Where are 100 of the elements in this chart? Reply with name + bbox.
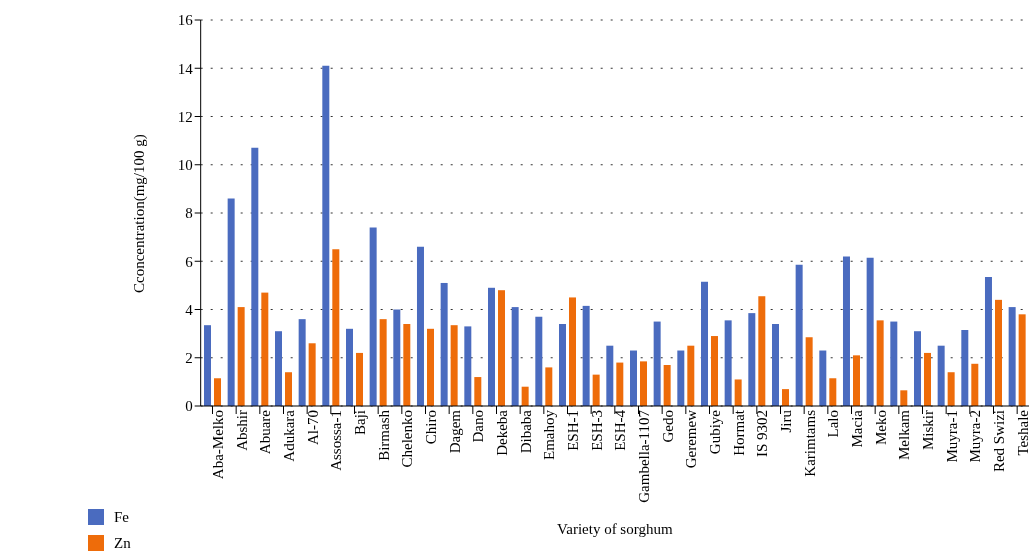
bar	[237, 307, 245, 406]
bar	[923, 352, 931, 406]
y-tick-label: 12	[177, 108, 193, 125]
x-tick-label: Chiro	[423, 410, 440, 445]
bar	[876, 320, 884, 406]
x-tick-label: ESH-4	[612, 409, 629, 451]
x-tick-label: ESH-1	[565, 410, 582, 451]
bar	[961, 330, 969, 406]
bar	[487, 287, 495, 406]
bar	[582, 305, 590, 406]
x-tick-label: Hormat	[730, 409, 747, 456]
bar	[1018, 314, 1026, 406]
y-tick-label: 4	[185, 301, 194, 318]
bar	[913, 331, 921, 406]
bar	[393, 309, 401, 406]
x-tick-label: Birmash	[375, 409, 392, 461]
bar	[663, 364, 671, 406]
bar	[677, 350, 685, 406]
bar	[403, 323, 411, 406]
bar	[213, 378, 221, 406]
x-tick-label: Karimtams	[801, 409, 818, 477]
bar	[261, 292, 269, 406]
bar	[345, 328, 353, 406]
x-tick-label: IS 9302	[754, 410, 771, 458]
bar	[251, 147, 259, 406]
bar	[474, 377, 482, 406]
bar	[274, 331, 282, 406]
bar	[900, 390, 908, 406]
bar	[298, 319, 306, 406]
x-tick-label: Miskir	[920, 410, 937, 451]
bar	[724, 320, 732, 406]
bar	[795, 264, 803, 406]
bar	[440, 282, 448, 406]
bar	[710, 336, 718, 406]
bar	[639, 361, 647, 406]
bar	[369, 227, 377, 406]
bar	[734, 379, 742, 406]
bar	[379, 319, 387, 406]
x-tick-label: Gambella-1107	[636, 409, 653, 503]
bar	[545, 367, 553, 406]
bar	[558, 323, 566, 406]
x-tick-label: Gubiye	[707, 409, 724, 455]
x-tick-label: Assossa-1	[328, 410, 345, 471]
bar	[1008, 307, 1016, 406]
bar	[592, 374, 600, 406]
x-tick-label: Al-70	[304, 410, 321, 445]
bar	[416, 246, 424, 406]
bar	[497, 290, 505, 406]
x-tick-label: Dagem	[446, 409, 463, 454]
bar	[971, 363, 979, 406]
bar	[937, 345, 945, 406]
bar	[771, 323, 779, 406]
bar	[322, 65, 330, 406]
x-tick-label: Muyra-2	[967, 410, 984, 463]
x-tick-label: Red Swizi	[991, 410, 1008, 473]
x-axis-title: Variety of sorghum	[557, 521, 673, 537]
x-tick-label: Chelenko	[399, 410, 416, 468]
legend-label: Zn	[114, 534, 131, 552]
bar	[984, 276, 992, 406]
x-tick-label: Gedo	[659, 410, 676, 443]
bar	[227, 198, 235, 406]
bar	[464, 326, 472, 406]
y-axis-title: Cconcentration(mg/100 g)	[131, 134, 148, 293]
x-tick-label: Jiru	[778, 409, 795, 433]
y-tick-label: 6	[185, 253, 194, 270]
y-tick-label: 2	[185, 350, 193, 367]
bar	[994, 299, 1002, 406]
bar	[616, 362, 624, 406]
bar	[805, 337, 813, 406]
x-tick-label: Dekeba	[494, 409, 511, 456]
bar	[866, 257, 874, 406]
x-tick-label: Aba-Melko	[210, 410, 227, 480]
y-tick-label: 10	[177, 157, 193, 174]
y-tick-label: 14	[177, 60, 194, 77]
bar	[947, 372, 955, 406]
x-tick-label: Abuare	[257, 409, 274, 455]
bar	[308, 343, 316, 406]
bar	[511, 307, 519, 406]
x-tick-label: Dano	[470, 410, 487, 443]
bar	[284, 372, 292, 406]
bar	[653, 321, 661, 406]
bar	[781, 389, 789, 406]
x-tick-label: Teshale	[1014, 409, 1029, 456]
bar	[203, 325, 211, 406]
bar	[842, 256, 850, 406]
x-tick-label: Abshir	[233, 410, 250, 451]
x-tick-label: Muyra-1	[943, 410, 960, 463]
bar	[748, 313, 756, 406]
bar	[332, 249, 340, 406]
bar	[687, 345, 695, 406]
bar	[700, 281, 708, 406]
y-tick-label: 16	[177, 12, 194, 29]
bar	[426, 328, 434, 406]
bar	[450, 325, 458, 406]
bar	[819, 350, 827, 406]
bar	[852, 355, 860, 406]
x-tick-label: Meko	[872, 410, 889, 445]
bar	[890, 321, 898, 406]
legend-label: Fe	[114, 508, 129, 526]
bar	[521, 386, 529, 406]
